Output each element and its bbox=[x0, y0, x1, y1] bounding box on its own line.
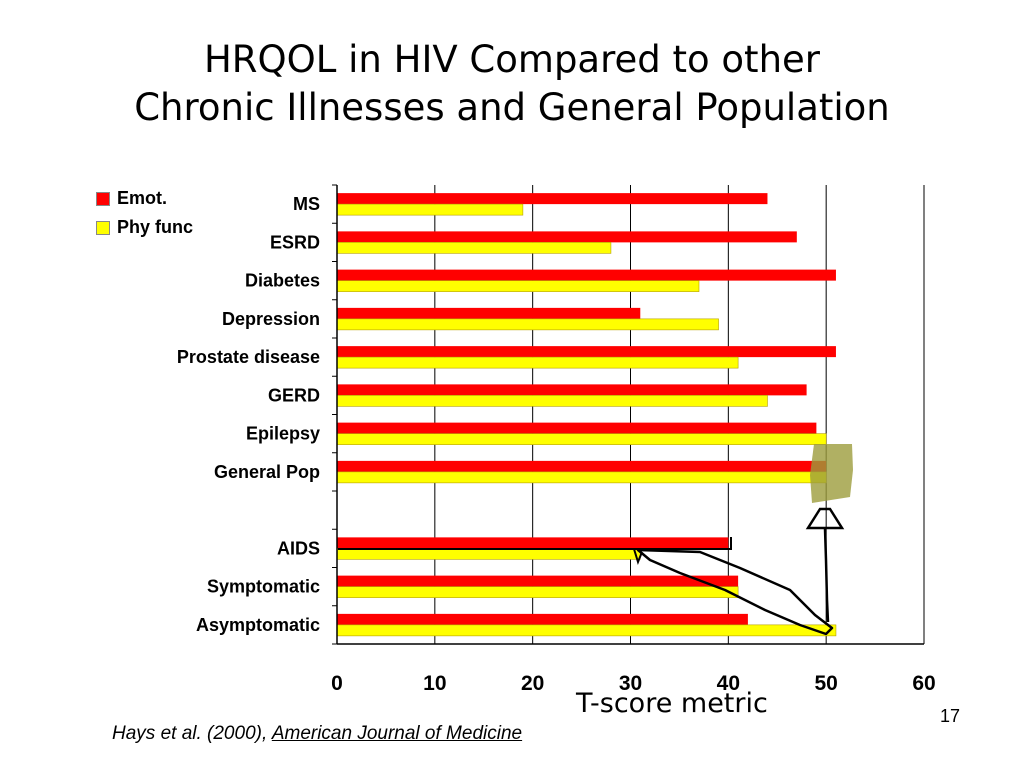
bar-phy-func bbox=[336, 624, 837, 637]
bar-phy-func bbox=[336, 280, 700, 292]
bar-emot bbox=[337, 422, 817, 434]
title-line-1: HRQOL in HIV Compared to other bbox=[203, 38, 820, 81]
bar-phy-func bbox=[336, 586, 739, 598]
legend-swatch-phy bbox=[96, 220, 110, 235]
category-label: MS bbox=[293, 194, 320, 214]
bar-phy-func bbox=[336, 318, 719, 331]
freehand-hook-annotation bbox=[633, 548, 643, 566]
category-label: Asymptomatic bbox=[196, 615, 320, 635]
highlight-box-annotation bbox=[810, 444, 853, 503]
x-tick-label: 40 bbox=[717, 672, 740, 695]
bar-emot bbox=[337, 384, 807, 396]
bar-phy-func bbox=[336, 433, 827, 445]
x-tick-label: 30 bbox=[619, 672, 642, 695]
citation-journal-link[interactable]: American Journal of Medicine bbox=[271, 723, 523, 744]
bar-phy-func bbox=[336, 548, 641, 560]
category-label: General Pop bbox=[214, 462, 320, 482]
x-tick-label: 50 bbox=[814, 672, 837, 695]
x-tick-label: 60 bbox=[912, 672, 935, 695]
category-label: Prostate disease bbox=[177, 347, 320, 367]
category-label: AIDS bbox=[277, 538, 320, 558]
bar-emot bbox=[337, 193, 768, 205]
bar-emot bbox=[337, 613, 748, 625]
bar-emot bbox=[337, 269, 836, 281]
slide-number: 17 bbox=[940, 706, 961, 726]
bar-emot bbox=[337, 460, 827, 472]
bar-phy-func bbox=[336, 242, 612, 254]
legend-swatch-emot bbox=[96, 191, 110, 206]
category-label: Diabetes bbox=[245, 271, 320, 291]
bar-emot bbox=[337, 307, 641, 319]
arrow-stroke-annotation bbox=[823, 528, 830, 623]
bar-phy-func bbox=[336, 395, 768, 407]
legend-item-phy: Phy func bbox=[96, 213, 193, 242]
chart-legend: Emot. Phy func bbox=[96, 184, 193, 242]
citation: Hays et al. (2000), American Journal of … bbox=[112, 723, 522, 745]
citation-authors: Hays et al. (2000), bbox=[112, 723, 272, 744]
category-label: Epilepsy bbox=[246, 424, 320, 444]
freehand-loop-annotation bbox=[636, 548, 834, 636]
bar-emot bbox=[337, 231, 797, 243]
arrowhead-annotation bbox=[805, 507, 845, 530]
category-label: Symptomatic bbox=[207, 577, 320, 597]
bar-phy-func bbox=[336, 356, 739, 369]
axis-caption: T-score metric bbox=[576, 688, 768, 719]
bar-emot bbox=[337, 537, 729, 549]
x-tick-label: 0 bbox=[331, 672, 343, 695]
legend-label-phy: Phy func bbox=[117, 217, 194, 237]
title-line-2: Chronic Illnesses and General Population bbox=[134, 86, 890, 129]
x-tick-label: 20 bbox=[521, 672, 544, 695]
legend-label-emot: Emot. bbox=[117, 188, 168, 208]
category-label: ESRD bbox=[270, 232, 320, 252]
category-label: Depression bbox=[222, 309, 320, 329]
slide-title: HRQOL in HIV Compared to other Chronic I… bbox=[0, 36, 1024, 132]
bar-phy-func bbox=[336, 203, 524, 216]
category-label: GERD bbox=[268, 385, 320, 405]
bar-emot bbox=[337, 346, 836, 358]
bar-emot bbox=[337, 575, 739, 587]
bar-phy-func bbox=[336, 471, 827, 484]
x-tick-label: 10 bbox=[423, 672, 446, 695]
legend-item-emot: Emot. bbox=[96, 184, 193, 213]
